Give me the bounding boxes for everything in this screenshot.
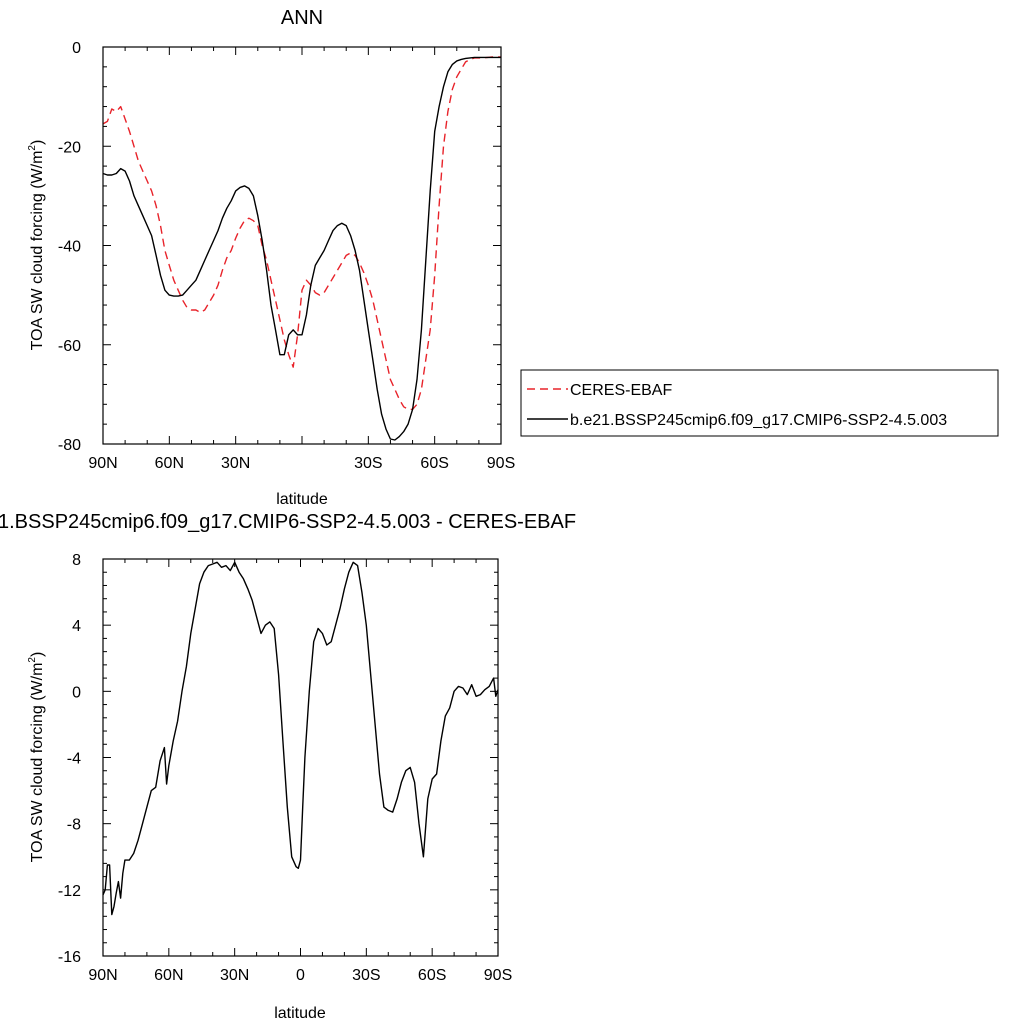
bottom-ytick-label: -16 <box>58 949 81 966</box>
top-chart-title: ANN <box>281 7 323 29</box>
bottom-xtick-label: 90S <box>484 967 512 984</box>
top-legend: CERES-EBAF b.e21.BSSP245cmip6.f09_g17.CM… <box>520 369 999 437</box>
bottom-xtick-label: 0 <box>296 967 305 984</box>
top-xtick-label: 30S <box>354 455 382 472</box>
bottom-ytick-label: 0 <box>72 684 81 701</box>
bottom-ytick-label: 8 <box>72 552 81 569</box>
top-ytick-label: -40 <box>58 239 81 256</box>
bottom-ytick-label: 4 <box>72 618 81 635</box>
top-plot-frame <box>102 46 502 445</box>
bottom-xtick-label: 30N <box>220 967 249 984</box>
top-ytick-label: -80 <box>58 437 81 454</box>
top-xtick-label: 30N <box>221 455 250 472</box>
bottom-xtick-label: 60S <box>418 967 446 984</box>
top-xtick-label: 60S <box>420 455 448 472</box>
bottom-x-axis-label: latitude <box>274 1005 326 1022</box>
top-ytick-label: -60 <box>58 338 81 355</box>
bottom-panel: 1.BSSP245cmip6.f09_g17.CMIP6-SSP2-4.5.00… <box>0 511 576 1022</box>
legend-box <box>520 369 999 437</box>
top-ytick-label: 0 <box>72 40 81 57</box>
bottom-xtick-label: 60N <box>154 967 183 984</box>
legend-label-model: b.e21.BSSP245cmip6.f09_g17.CMIP6-SSP2-4.… <box>570 412 947 429</box>
bottom-ytick-label: -4 <box>67 751 81 768</box>
legend-label-ceres: CERES-EBAF <box>570 382 672 399</box>
bottom-ytick-label: -12 <box>58 883 81 900</box>
bottom-plot-frame <box>102 558 499 957</box>
top-xtick-label: 90N <box>88 455 117 472</box>
top-xtick-label: 90S <box>487 455 515 472</box>
top-series-line-1 <box>102 56 501 441</box>
top-y-axis-label: TOA SW cloud forcing (W/m2) <box>27 140 46 351</box>
top-panel: ANN 0 -20 -40 -60 -80 90N 60N 30N 30S 60S 90S lat… <box>27 7 999 508</box>
top-xtick-label: 60N <box>155 455 184 472</box>
bottom-series-line-0 <box>102 561 499 916</box>
bottom-ytick-label: -8 <box>67 817 81 834</box>
bottom-chart-title: 1.BSSP245cmip6.f09_g17.CMIP6-SSP2-4.5.00… <box>0 511 576 533</box>
bottom-xtick-label: 90N <box>88 967 117 984</box>
bottom-y-axis-label: TOA SW cloud forcing (W/m2) <box>27 652 46 863</box>
bottom-xtick-label: 30S <box>352 967 380 984</box>
top-ytick-label: -20 <box>58 139 81 156</box>
top-x-axis-label: latitude <box>276 491 328 508</box>
top-series-line-0 <box>102 56 501 410</box>
